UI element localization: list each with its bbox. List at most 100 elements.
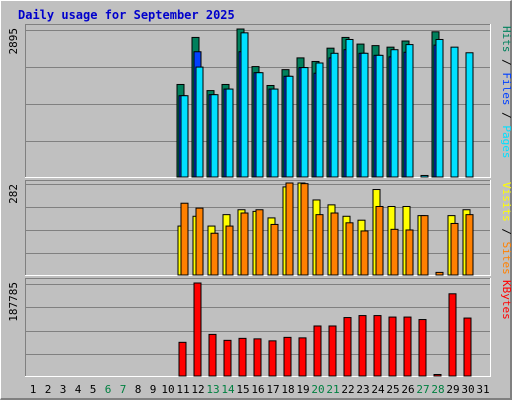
x-tick-label: 2: [45, 383, 52, 396]
legend-hits-files-pages: Hits / Files / Pages: [500, 26, 512, 159]
legend-item: Pages: [500, 125, 512, 158]
bar-sites-day-23: [360, 230, 369, 276]
bar-kbytes-day-16: [253, 338, 262, 377]
bar-kbytes-day-23: [358, 315, 367, 377]
bar-kbytes-day-11: [178, 341, 187, 377]
x-tick-label: 5: [90, 383, 97, 396]
bar-kbytes-day-12: [193, 282, 202, 377]
bar-pages-day-20: [315, 62, 324, 178]
bar-pages-day-14: [225, 88, 234, 178]
bar-pages-day-28: [435, 38, 444, 178]
bar-kbytes-day-15: [238, 337, 247, 377]
bar-pages-day-18: [285, 75, 294, 178]
x-tick-label: 29: [446, 383, 459, 396]
x-tick-label: 23: [356, 383, 369, 396]
x-tick-label: 10: [161, 383, 174, 396]
x-tick-label: 18: [281, 383, 294, 396]
legend-kbytes: KBytes: [500, 280, 512, 320]
bar-kbytes-day-27: [418, 319, 427, 377]
bar-sites-day-11: [180, 202, 189, 276]
bar-kbytes-day-17: [268, 340, 277, 377]
bar-sites-day-29: [450, 222, 459, 276]
bar-pages-day-17: [270, 88, 279, 178]
legend-item: Files: [500, 72, 512, 105]
bar-sites-day-26: [405, 229, 414, 276]
x-tick-label: 19: [296, 383, 309, 396]
x-tick-label: 25: [386, 383, 399, 396]
bar-kbytes-day-28: [433, 374, 442, 377]
bar-kbytes-day-25: [388, 316, 397, 377]
bar-sites-day-18: [285, 182, 294, 276]
x-tick-label: 12: [191, 383, 204, 396]
y-max-label: 282: [7, 184, 20, 204]
x-tick-label: 27: [416, 383, 429, 396]
legend-item: /: [500, 222, 512, 242]
bar-kbytes-day-29: [448, 293, 457, 377]
x-tick-label: 28: [431, 383, 444, 396]
bar-pages-day-15: [240, 32, 249, 178]
x-tick-label: 7: [120, 383, 127, 396]
x-tick-label: 1: [30, 383, 37, 396]
bar-pages-day-25: [390, 49, 399, 178]
x-tick-label: 15: [236, 383, 249, 396]
x-tick-label: 6: [105, 383, 112, 396]
bar-kbytes-day-20: [313, 325, 322, 377]
x-tick-label: 11: [176, 383, 189, 396]
legend-visits-sites: Visits / Sites: [500, 182, 512, 275]
bar-sites-day-27: [420, 215, 429, 276]
bar-kbytes-day-14: [223, 339, 232, 377]
bar-sites-day-17: [270, 223, 279, 276]
bar-kbytes-day-19: [298, 337, 307, 377]
bar-pages-day-30: [465, 52, 474, 178]
bar-pages-day-13: [210, 94, 219, 178]
bar-kbytes-day-21: [328, 325, 337, 377]
x-tick-label: 14: [221, 383, 235, 396]
x-tick-label: 9: [150, 383, 157, 396]
bar-pages-day-22: [345, 38, 354, 178]
bar-pages-day-19: [300, 67, 309, 178]
bar-sites-day-20: [315, 214, 324, 276]
x-tick-label: 17: [266, 383, 279, 396]
bar-sites-day-24: [375, 205, 384, 276]
x-tick-label: 24: [371, 383, 385, 396]
bar-pages-day-26: [405, 44, 414, 178]
bar-sites-day-28: [435, 271, 444, 276]
x-tick-label: 26: [401, 383, 414, 396]
legend-item: Visits: [500, 182, 512, 222]
legend-item: /: [500, 106, 512, 126]
x-tick-label: 3: [60, 383, 67, 396]
x-tick-label: 30: [461, 383, 474, 396]
bar-pages-day-16: [255, 72, 264, 178]
bar-sites-day-22: [345, 222, 354, 276]
bar-sites-day-21: [330, 212, 339, 276]
bar-pages-day-21: [330, 52, 339, 178]
bar-sites-day-13: [210, 232, 219, 276]
x-tick-label: 4: [75, 383, 82, 396]
x-tick-label: 22: [341, 383, 354, 396]
bar-sites-day-15: [240, 212, 249, 276]
bar-pages-day-27: [420, 174, 429, 178]
bar-sites-day-30: [465, 214, 474, 276]
legend-item: /: [500, 53, 512, 73]
chart-title: Daily usage for September 2025: [18, 8, 235, 22]
bar-sites-day-16: [255, 209, 264, 276]
legend-item: Hits: [500, 26, 512, 53]
x-tick-label: 20: [311, 383, 324, 396]
bar-pages-day-29: [450, 46, 459, 178]
bar-kbytes-day-18: [283, 336, 292, 377]
bar-pages-day-24: [375, 54, 384, 178]
x-tick-label: 31: [476, 383, 489, 396]
x-tick-label: 13: [206, 383, 219, 396]
x-tick-label: 8: [135, 383, 142, 396]
bar-kbytes-day-26: [403, 316, 412, 377]
bar-pages-day-11: [180, 95, 189, 178]
y-max-label: 2895: [7, 28, 20, 55]
bar-kbytes-day-13: [208, 333, 217, 377]
bar-kbytes-day-24: [373, 315, 382, 377]
bar-kbytes-day-30: [463, 317, 472, 377]
bar-kbytes-day-22: [343, 317, 352, 377]
x-tick-label: 21: [326, 383, 339, 396]
x-tick-label: 16: [251, 383, 264, 396]
bar-sites-day-19: [300, 183, 309, 276]
